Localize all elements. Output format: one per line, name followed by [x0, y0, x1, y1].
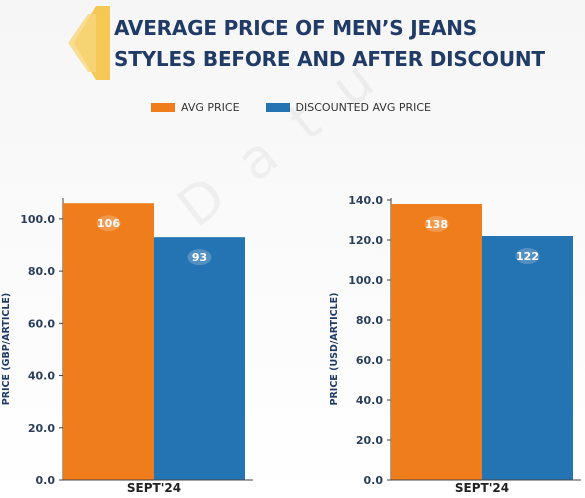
- chart-1-ytick-label: 40.0: [28, 370, 55, 383]
- chart-2-ytick-label: 40.0: [356, 394, 383, 407]
- legend-item-avg-price: AVG PRICE: [151, 101, 240, 114]
- chart-1-data-label-bg: [187, 249, 212, 266]
- brand-logo-icon: [68, 6, 110, 80]
- chart-1-ytick-label: 0.0: [36, 474, 56, 487]
- legend-swatch-avg-price: [151, 103, 175, 112]
- legend-label-discounted-avg-price: DISCOUNTED AVG PRICE: [295, 101, 432, 114]
- chart-1-ytick-label: 80.0: [28, 265, 55, 278]
- chart-1-bar-discounted-avg-price: [154, 237, 245, 480]
- legend-item-discounted-avg-price: DISCOUNTED AVG PRICE: [265, 101, 432, 114]
- title-line-1: AVERAGE PRICE OF MEN’S JEANS: [114, 16, 478, 40]
- chart-1-bar-avg-price: [63, 203, 154, 480]
- chart-2-bar-discounted-avg-price: [482, 236, 573, 480]
- chart-2-ytick-label: 100.0: [348, 274, 383, 287]
- chart-2-x-category-label: SEPT'24: [455, 481, 509, 495]
- chart-1-ytick-label: 100.0: [20, 213, 55, 226]
- chart-2-data-label-bg: [424, 216, 449, 232]
- chart-2-ytick-label: 140.0: [348, 194, 383, 207]
- chart-2-bar-avg-price: [391, 204, 482, 480]
- chart-title: AVERAGE PRICE OF MEN’S JEANS STYLES BEFO…: [114, 13, 545, 75]
- chart-1-ytick-label: 60.0: [28, 317, 55, 330]
- chart-2-data-label: 122: [516, 250, 539, 263]
- legend: AVG PRICE DISCOUNTED AVG PRICE: [151, 101, 457, 114]
- chart-2-y-axis-title: PRICE (USD/ARTICLE): [329, 293, 340, 406]
- legend-label-avg-price: AVG PRICE: [181, 101, 240, 114]
- legend-swatch-discounted-avg-price: [265, 103, 290, 112]
- chart-1-data-label-bg: [96, 215, 121, 232]
- chart-2-data-label-bg: [515, 248, 540, 264]
- chart-2-ytick-label: 20.0: [356, 434, 383, 447]
- chart-2-ytick-label: 0.0: [364, 474, 384, 487]
- chart-2-ytick-label: 80.0: [356, 314, 383, 327]
- chart-2-ytick-label: 120.0: [348, 234, 383, 247]
- chart-1-x-category-label: SEPT'24: [127, 481, 181, 495]
- chart-2-ytick-label: 60.0: [356, 354, 383, 367]
- chart-1-data-label: 106: [97, 217, 120, 230]
- chart-2-data-label: 138: [425, 218, 448, 231]
- chart-1-ytick-label: 20.0: [28, 422, 55, 435]
- chart-1-y-axis-title: PRICE (GBP/ARTICLE): [1, 293, 12, 406]
- chart-1-data-label: 93: [192, 251, 207, 264]
- title-line-2: STYLES BEFORE AND AFTER DISCOUNT: [114, 47, 545, 71]
